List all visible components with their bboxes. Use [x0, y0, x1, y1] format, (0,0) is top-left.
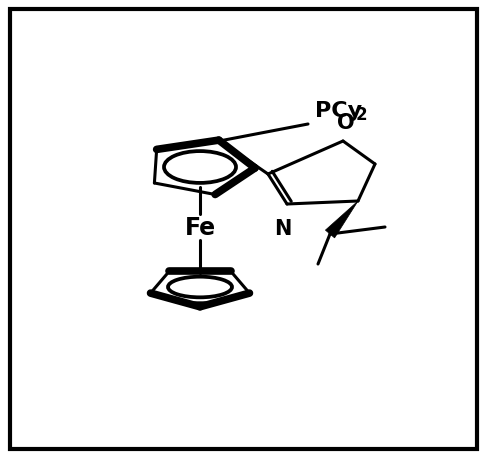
Text: 2: 2 — [356, 106, 368, 124]
Text: PCy: PCy — [315, 101, 362, 121]
Text: O: O — [337, 113, 355, 133]
Polygon shape — [325, 202, 358, 238]
Text: N: N — [274, 218, 292, 239]
Text: Fe: Fe — [185, 216, 216, 240]
Polygon shape — [192, 302, 208, 307]
